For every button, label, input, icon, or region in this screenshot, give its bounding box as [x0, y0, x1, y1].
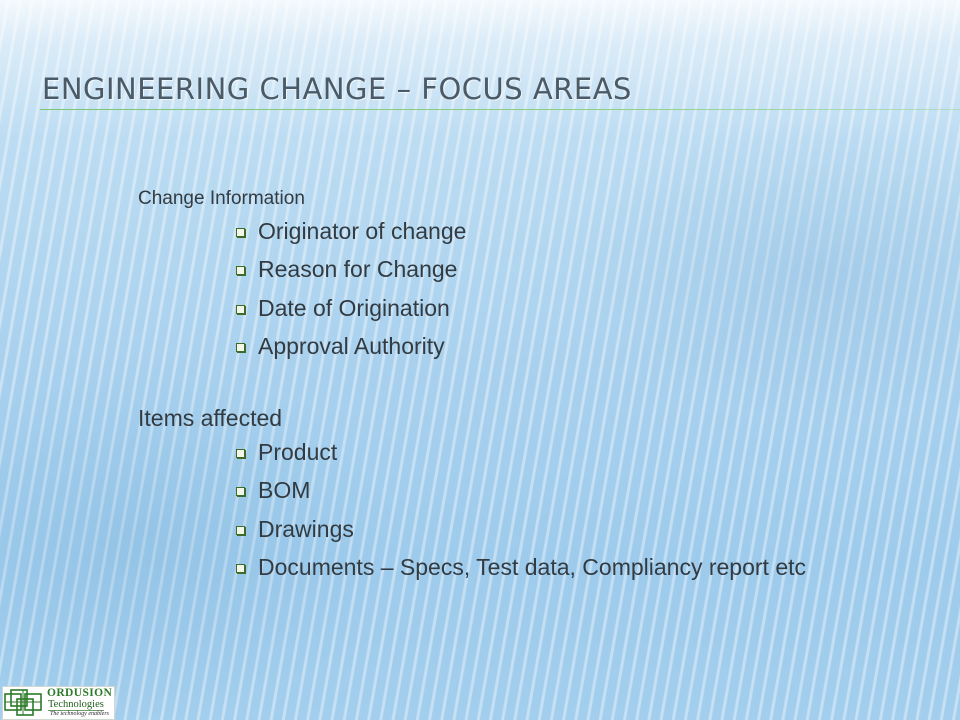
company-logo: ORDUSION Technologies The technology ena… [2, 686, 115, 720]
logo-tagline: The technology enablers [50, 711, 109, 717]
list-item-text: Drawings [258, 515, 354, 542]
square-bullet-icon [236, 304, 245, 314]
list-item: Drawings [234, 510, 918, 548]
square-bullet-icon [236, 487, 245, 497]
list-item: Originator of change [234, 212, 918, 250]
square-bullet-icon [236, 449, 245, 459]
logo-name: ORDUSION [47, 687, 113, 699]
slide-content: Change Information Originator of change … [138, 186, 918, 586]
slide-title: ENGINEERING CHANGE – FOCUS AREAS [42, 72, 632, 106]
list-item-text: Documents – Specs, Test data, Compliancy… [258, 554, 807, 581]
section-heading-items-affected: Items affected [138, 405, 283, 432]
title-underline [40, 109, 960, 110]
list-item-text: Reason for Change [258, 256, 458, 283]
list-item-text: BOM [258, 477, 311, 504]
logo-subtitle: Technologies [48, 699, 104, 711]
list-item-text: Product [258, 439, 338, 466]
list-item: Date of Origination [234, 289, 918, 327]
list-item: Product [234, 433, 918, 471]
list-item-text: Originator of change [258, 218, 467, 244]
square-bullet-icon [236, 525, 245, 535]
list-item: Documents – Specs, Test data, Compliancy… [234, 548, 918, 586]
list-item: Reason for Change [234, 250, 918, 288]
interlocked-squares-logo-icon [4, 689, 42, 716]
square-bullet-icon [236, 564, 245, 574]
bullet-list-items-affected: Product BOM Drawings Documents – Specs, … [138, 433, 918, 586]
section-gap [138, 365, 918, 403]
bullet-list-change-information: Originator of change Reason for Change D… [138, 212, 918, 365]
section-heading-change-information: Change Information [138, 188, 305, 209]
list-item: Approval Authority [234, 327, 918, 365]
square-bullet-icon [236, 342, 245, 352]
square-bullet-icon [236, 228, 245, 237]
list-item: BOM [234, 471, 918, 509]
square-bullet-icon [236, 266, 245, 276]
list-item-text: Date of Origination [258, 294, 450, 321]
list-item-text: Approval Authority [258, 332, 445, 359]
